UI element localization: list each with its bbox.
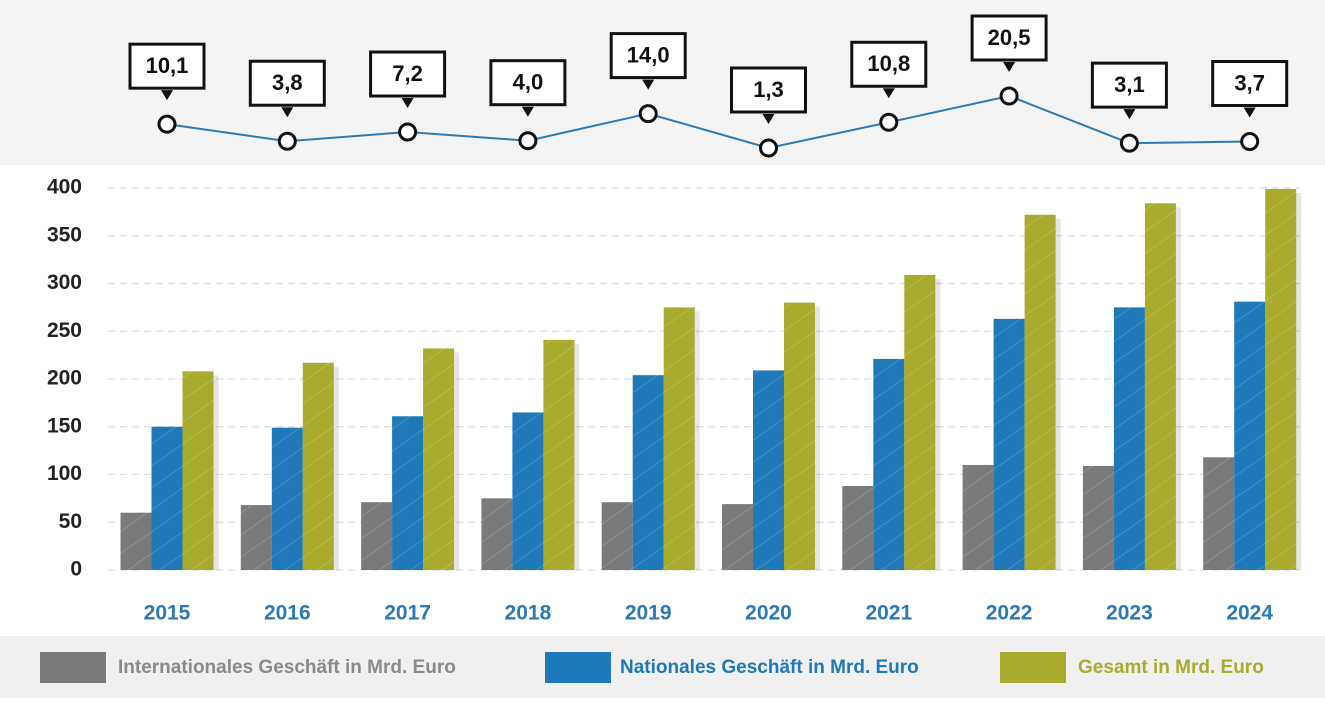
label-pointer — [161, 90, 173, 101]
point — [638, 104, 658, 124]
bar-texture — [663, 307, 695, 570]
value-label: 10,8 — [867, 51, 910, 76]
point — [277, 131, 297, 151]
bar-texture — [392, 416, 424, 570]
label-pointer — [1123, 109, 1136, 120]
bar-texture — [120, 512, 152, 570]
point — [999, 86, 1019, 106]
x-tick-label: 2017 — [384, 602, 431, 625]
label-pointer — [521, 106, 534, 117]
bar-texture — [993, 318, 1025, 570]
x-tick-label: 2021 — [865, 602, 912, 625]
x-tick-label: 2016 — [264, 602, 311, 625]
bar-texture — [1113, 307, 1145, 570]
label-pointer — [882, 88, 895, 99]
label-box — [369, 50, 447, 98]
bar-texture — [361, 502, 393, 570]
legend-swatch — [545, 652, 611, 683]
legend-label: Nationales Geschäft in Mrd. Euro — [620, 657, 919, 678]
point — [1240, 132, 1260, 151]
point — [157, 114, 177, 134]
bar-texture — [632, 375, 664, 570]
bar-texture — [1265, 188, 1297, 570]
bar-texture — [151, 426, 183, 570]
legend-label: Gesamt in Mrd. Euro — [1078, 657, 1264, 678]
label-pointer — [1003, 62, 1016, 72]
y-tick-label: 400 — [47, 176, 82, 199]
legend-panel — [0, 636, 1325, 698]
value-label: 3,1 — [1114, 72, 1145, 97]
y-tick-label: 100 — [47, 462, 82, 485]
bar-texture — [784, 302, 815, 570]
bar-texture — [302, 362, 334, 570]
label-pointer — [762, 114, 775, 124]
bar-texture — [1024, 214, 1056, 571]
bar-texture — [722, 504, 753, 570]
y-tick-label: 350 — [47, 223, 82, 246]
bar-texture — [423, 348, 455, 570]
point — [879, 112, 899, 132]
y-tick-label: 150 — [47, 414, 82, 437]
label-box — [248, 59, 326, 107]
legend-swatch — [40, 652, 106, 683]
label-pointer — [642, 79, 655, 90]
value-label: 3,8 — [272, 70, 303, 95]
bar-texture — [271, 427, 303, 570]
value-label: 10,1 — [146, 53, 189, 78]
bar-texture — [962, 464, 994, 570]
label-pointer — [1243, 107, 1256, 118]
label-box — [489, 59, 567, 107]
y-tick-label: 0 — [70, 558, 82, 581]
y-tick-label: 300 — [47, 271, 82, 294]
point — [1119, 133, 1139, 153]
bar-texture — [601, 502, 633, 570]
label-pointer — [401, 98, 414, 109]
bar-texture — [240, 505, 272, 570]
bar-texture — [842, 485, 874, 570]
legend-swatch — [1000, 652, 1066, 683]
point — [759, 138, 778, 158]
value-label: 14,0 — [627, 42, 670, 67]
bar-texture — [753, 370, 784, 570]
value-label: 7,2 — [392, 61, 423, 86]
bar-texture — [182, 371, 214, 570]
line — [166, 94, 1250, 150]
label-box — [128, 42, 206, 90]
y-tick-label: 200 — [47, 367, 82, 390]
label-box — [1090, 61, 1168, 109]
x-tick-label: 2019 — [625, 602, 672, 625]
y-tick-label: 50 — [59, 510, 82, 533]
legend-label: Internationales Geschäft in Mrd. Euro — [118, 657, 456, 678]
label-box — [1211, 60, 1289, 107]
bar-texture — [512, 412, 544, 570]
x-tick-label: 2020 — [745, 602, 792, 625]
bar-texture — [1144, 203, 1176, 570]
label-box — [850, 40, 928, 88]
point — [398, 122, 418, 142]
x-tick-label: 2022 — [986, 602, 1033, 625]
bar-texture — [1082, 465, 1114, 570]
label-box — [609, 32, 687, 80]
label-pointer — [281, 107, 294, 118]
y-tick-label: 250 — [47, 319, 82, 342]
point — [518, 131, 538, 151]
bar-texture — [904, 274, 936, 570]
value-label: 20,5 — [988, 25, 1031, 50]
bar-texture — [1203, 457, 1235, 570]
bar-texture — [481, 498, 513, 570]
value-label: 3,7 — [1234, 70, 1265, 95]
x-tick-label: 2024 — [1226, 602, 1273, 625]
value-label: 1,3 — [753, 77, 784, 102]
label-box — [730, 66, 807, 114]
bar-texture — [1234, 301, 1266, 570]
x-tick-label: 2023 — [1106, 602, 1153, 625]
value-label: 4,0 — [513, 70, 544, 95]
bar-texture — [543, 339, 575, 570]
label-box — [970, 14, 1048, 62]
x-tick-label: 2018 — [505, 602, 552, 625]
x-tick-label: 2015 — [144, 602, 191, 625]
bar-texture — [873, 358, 905, 570]
